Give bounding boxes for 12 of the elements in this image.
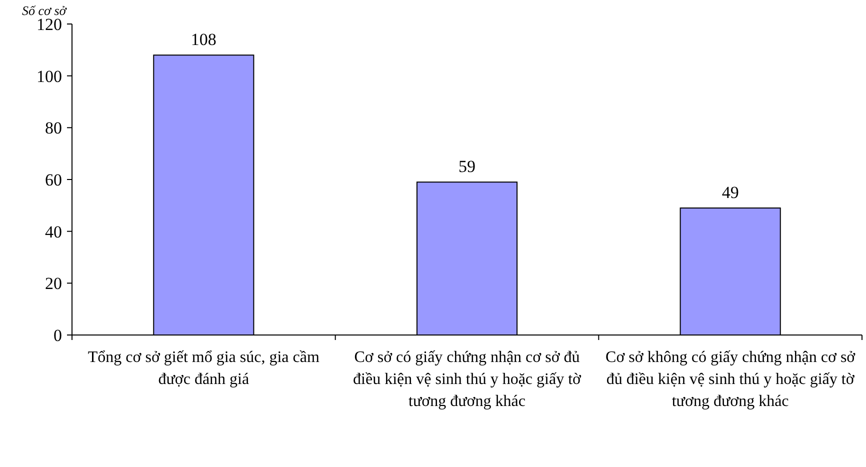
data-label: 108 [190, 30, 216, 50]
y-tick-label: 20 [45, 274, 62, 294]
y-tick-label: 60 [45, 170, 62, 190]
y-tick-label: 80 [45, 118, 62, 138]
data-label: 49 [722, 183, 739, 202]
x-tick-label: Tổng cơ sở giết mổ gia súc, gia cầm được đánh giá [88, 349, 320, 388]
y-tick-label: 40 [45, 222, 62, 242]
y-tick-label: 0 [54, 326, 62, 345]
y-tick-label: 100 [36, 66, 62, 86]
x-tick-label: Cơ sở không có giấy chứng nhận cơ sở đủ điều kiện vệ sinh thú y hoặc giấy tờ tương đương khác [606, 349, 856, 410]
data-label: 59 [458, 157, 476, 176]
x-tick-label: Cơ sở có giấy chứng nhận cơ sở đủ điều kiện vệ sinh thú y hoặc giấy tờ tương đương khác [353, 349, 582, 410]
